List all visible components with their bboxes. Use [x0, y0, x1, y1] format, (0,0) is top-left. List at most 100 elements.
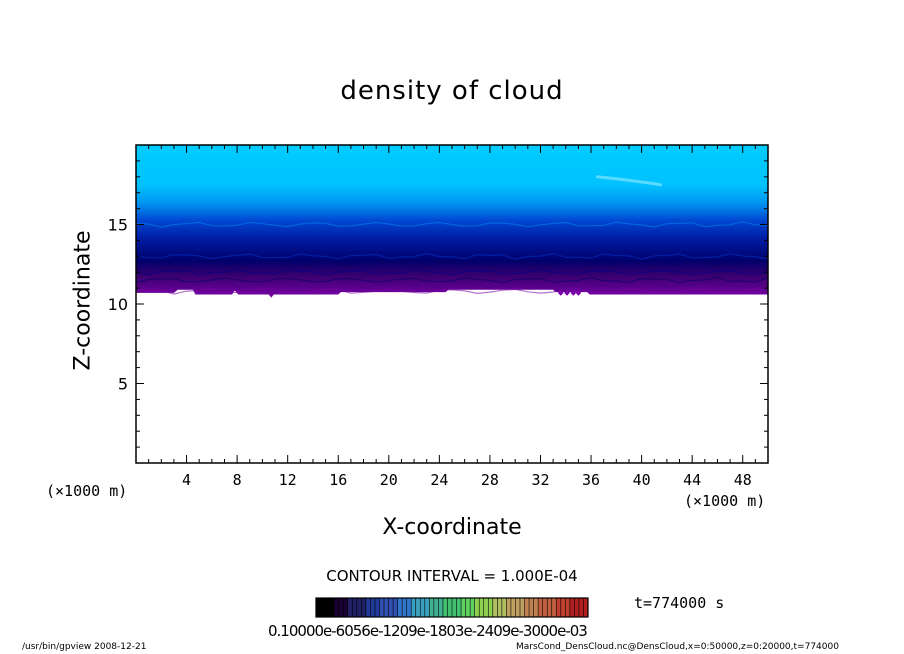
- colorbar-cell: [492, 598, 498, 617]
- colorbar-cell: [547, 598, 553, 617]
- density-field: [136, 145, 768, 298]
- colorbar-cell: [524, 598, 530, 617]
- colorbar-cell: [433, 598, 439, 617]
- x-tick-label: 4: [182, 471, 191, 489]
- x-tick-label: 8: [233, 471, 242, 489]
- y-tick-label: 5: [118, 375, 128, 394]
- contour-line: [136, 221, 768, 228]
- colorbar-cell: [320, 598, 326, 617]
- colorbar-cell: [397, 598, 403, 617]
- y-axis: 5 10 15: [108, 160, 768, 448]
- colorbar-cell: [470, 598, 475, 617]
- time-label: t=774000 s: [634, 594, 725, 612]
- colorbar-cell: [583, 598, 589, 617]
- colorbar-cell: [365, 598, 371, 617]
- y-tick-label: 15: [108, 216, 128, 235]
- colorbar-cell: [379, 598, 385, 617]
- x-tick-label: 48: [734, 471, 752, 489]
- colorbar-cell: [361, 598, 367, 617]
- colorbar-cell: [533, 598, 539, 617]
- colorbar-cell: [424, 598, 430, 617]
- colorbar-cell: [338, 598, 344, 617]
- x-tick-label: 36: [582, 471, 600, 489]
- colorbar-cell: [442, 598, 448, 617]
- contour-line: [136, 276, 768, 284]
- cloud-fragment-marker: [564, 290, 570, 296]
- x-tick-label: 32: [531, 471, 549, 489]
- colorbar: [315, 597, 589, 618]
- x-unit-label-left: (×1000 m): [46, 482, 128, 500]
- colorbar-cell: [447, 598, 453, 617]
- chart-title: density of cloud: [340, 76, 564, 106]
- x-tick-label: 16: [329, 471, 347, 489]
- colorbar-cell: [578, 598, 584, 617]
- colorbar-cell: [483, 598, 489, 617]
- colorbar-cell: [370, 598, 376, 617]
- colorbar-cell: [501, 598, 507, 617]
- colorbar-cell: [515, 598, 521, 617]
- colorbar-cell: [393, 598, 398, 617]
- cloud-fragment-marker: [575, 290, 582, 296]
- colorbar-cell: [429, 598, 435, 617]
- colorbar-cell: [374, 598, 380, 617]
- colorbar-cell: [474, 598, 480, 617]
- colorbar-cell: [538, 598, 543, 617]
- x-axis-label: X-coordinate: [382, 515, 522, 540]
- colorbar-cell: [488, 598, 494, 617]
- colorbar-cell: [551, 598, 557, 617]
- colorbar-cell: [325, 598, 330, 617]
- colorbar-cell: [438, 598, 444, 617]
- contour-line: [136, 252, 768, 260]
- contour-line: [136, 281, 768, 289]
- colorbar-cell: [479, 598, 485, 617]
- x-tick-label: 24: [430, 471, 448, 489]
- colorbar-cell: [506, 598, 512, 617]
- cloud-fragment-marker: [557, 290, 564, 296]
- colorbar-cell: [560, 598, 566, 617]
- colorbar-cell: [384, 598, 389, 617]
- colorbar-cell: [520, 598, 525, 617]
- colorbar-cell: [565, 598, 571, 617]
- colorbar-tick-labels: 0.10000e-6056e-1209e-1803e-2409e-3000e-0…: [268, 622, 588, 640]
- x-tick-label: 20: [380, 471, 398, 489]
- footer-program-date: /usr/bin/gpview 2008-12-21: [22, 642, 147, 652]
- contour-interval-label: CONTOUR INTERVAL = 1.000E-04: [326, 567, 578, 585]
- y-axis-label: Z-coordinate: [70, 230, 96, 371]
- colorbar-cell: [334, 598, 339, 617]
- cloud-fragment-marker: [570, 290, 577, 296]
- colorbar-cell: [343, 598, 349, 617]
- colorbar-cell: [411, 598, 417, 617]
- contour-streak: [595, 175, 663, 187]
- y-tick-label: 10: [108, 295, 128, 314]
- colorbar-cell: [420, 598, 426, 617]
- colorbar-cell: [452, 598, 457, 617]
- colorbar-cell: [465, 598, 471, 617]
- x-tick-label: 28: [481, 471, 499, 489]
- colorbar-cell: [316, 598, 321, 617]
- colorbar-cell: [329, 598, 335, 617]
- colorbar-border: [315, 597, 589, 618]
- colorbar-cell: [497, 598, 503, 617]
- colorbar-cell: [402, 598, 407, 617]
- cloud-density-area: [136, 145, 768, 298]
- contour-line: [136, 268, 768, 276]
- colorbar-cell: [352, 598, 358, 617]
- colorbar-cell: [569, 598, 575, 617]
- colorbar-cell: [529, 598, 534, 617]
- colorbar-cell: [461, 598, 466, 617]
- footer-data-source: MarsCond_DensCloud.nc@DensCloud,x=0:5000…: [516, 642, 839, 652]
- colorbar-cell: [542, 598, 548, 617]
- x-tick-label: 40: [633, 471, 651, 489]
- colorbar-cell: [456, 598, 462, 617]
- colorbar-cell: [556, 598, 562, 617]
- x-unit-label-right: (×1000 m): [684, 492, 766, 510]
- x-tick-label: 44: [683, 471, 701, 489]
- colorbar-cell: [415, 598, 421, 617]
- colorbar-cell: [388, 598, 394, 617]
- colorbar-cell: [347, 598, 353, 617]
- x-axis: 4 8 12 16 20 24 28 32 36 40 44 48: [148, 145, 756, 489]
- colorbar-cell: [510, 598, 516, 617]
- x-tick-label: 12: [279, 471, 297, 489]
- colorbar-cell: [356, 598, 362, 617]
